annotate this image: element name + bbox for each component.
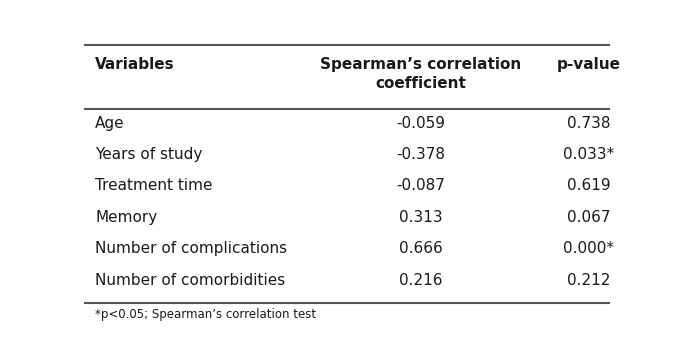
Text: 0.216: 0.216 bbox=[399, 273, 442, 287]
Text: Number of comorbidities: Number of comorbidities bbox=[95, 273, 286, 287]
Text: Years of study: Years of study bbox=[95, 147, 202, 162]
Text: 0.000*: 0.000* bbox=[563, 241, 614, 256]
Text: 0.313: 0.313 bbox=[399, 210, 442, 225]
Text: 0.212: 0.212 bbox=[567, 273, 610, 287]
Text: Number of complications: Number of complications bbox=[95, 241, 287, 256]
Text: Spearman’s correlation
coefficient: Spearman’s correlation coefficient bbox=[320, 57, 521, 91]
Text: 0.033*: 0.033* bbox=[563, 147, 614, 162]
Text: Age: Age bbox=[95, 116, 125, 131]
Text: Memory: Memory bbox=[95, 210, 157, 225]
Text: *p<0.05; Spearman’s correlation test: *p<0.05; Spearman’s correlation test bbox=[95, 308, 316, 322]
Text: -0.087: -0.087 bbox=[396, 178, 445, 194]
Text: -0.378: -0.378 bbox=[396, 147, 445, 162]
Text: -0.059: -0.059 bbox=[396, 116, 445, 131]
Text: 0.738: 0.738 bbox=[567, 116, 610, 131]
Text: p-value: p-value bbox=[556, 57, 620, 72]
Text: Variables: Variables bbox=[95, 57, 175, 72]
Text: Treatment time: Treatment time bbox=[95, 178, 213, 194]
Text: 0.619: 0.619 bbox=[567, 178, 610, 194]
Text: 0.666: 0.666 bbox=[399, 241, 442, 256]
Text: 0.067: 0.067 bbox=[567, 210, 610, 225]
